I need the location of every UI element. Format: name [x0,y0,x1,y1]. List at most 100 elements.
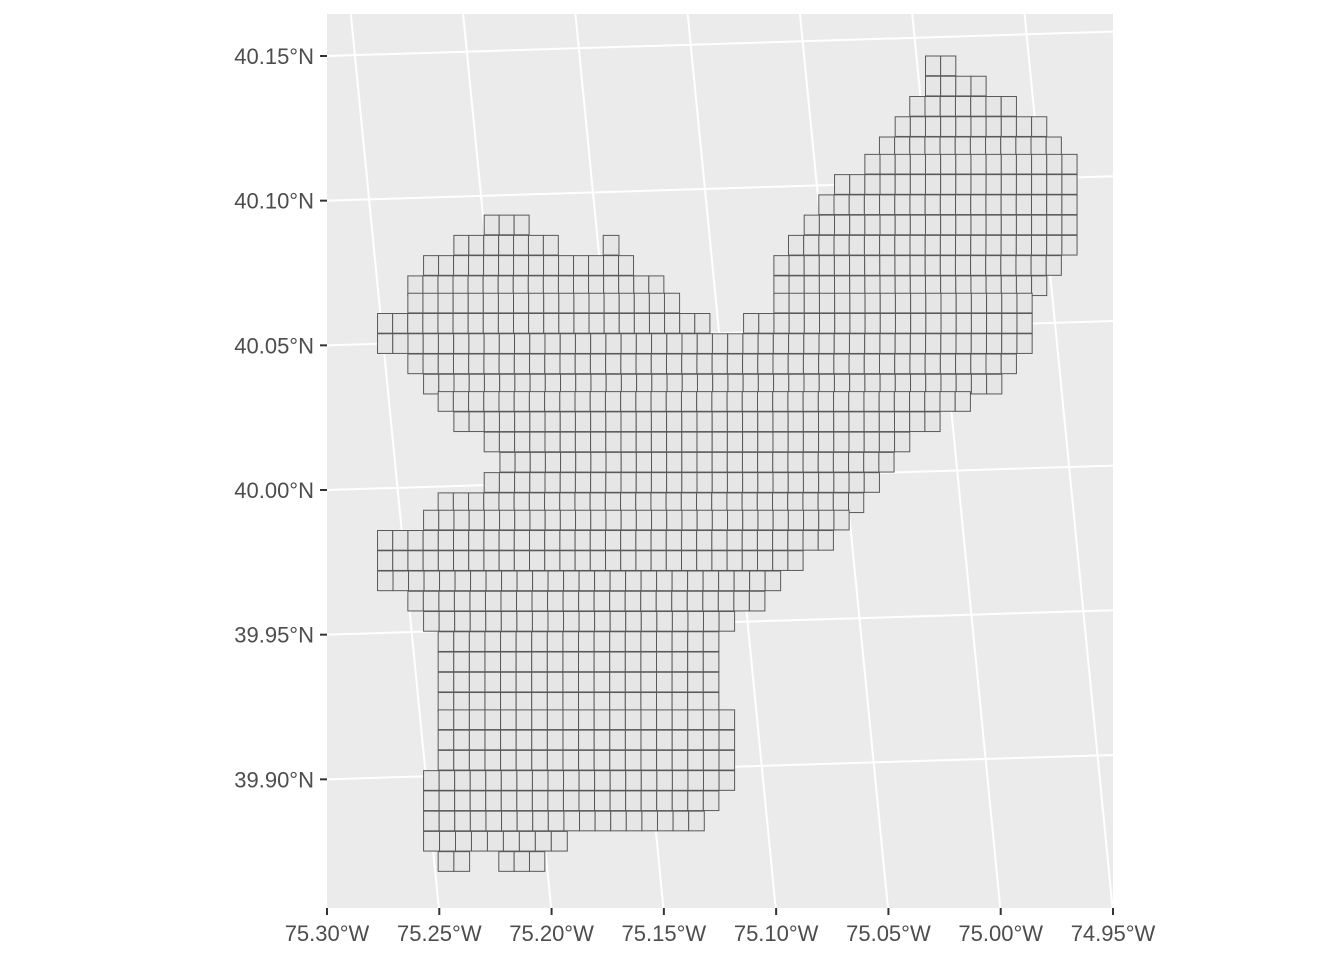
grid-cell [879,292,896,314]
grid-cell [423,255,440,276]
grid-cell [650,391,667,412]
grid-cell [909,411,926,433]
grid-cell [879,174,896,195]
grid-cell [924,55,942,77]
grid-cell [437,275,454,297]
grid-cell [772,431,789,453]
grid-cell [656,692,673,713]
grid-cell [468,391,485,412]
grid-cell [970,292,988,314]
grid-cell [594,770,611,791]
grid-cell [515,749,533,771]
grid-cell [802,472,820,493]
grid-cell [985,353,1002,375]
grid-cell [546,709,564,731]
grid-cell [679,313,696,334]
grid-cell [593,651,611,673]
grid-cell [594,570,611,592]
grid-cell [603,313,620,334]
grid-cell [711,431,728,453]
grid-cell [635,472,652,493]
grid-cell [423,830,441,852]
grid-cell [483,550,500,571]
grid-cell [687,631,704,652]
grid-cell [604,492,622,514]
parallel-line [326,30,1114,57]
grid-cell [605,431,622,453]
grid-cell [711,451,728,473]
grid-cell [955,234,972,256]
grid-cell [609,611,627,632]
grid-cell [818,214,836,236]
grid-cell [955,292,972,314]
grid-cell [609,790,627,812]
grid-cell [468,234,485,256]
grid-cell [546,671,564,693]
grid-cell [453,509,470,531]
grid-cell [788,373,805,395]
grid-cell [970,234,987,256]
grid-cell [452,292,469,314]
grid-cell [547,590,564,612]
grid-cell [483,391,500,412]
grid-cell [544,373,562,395]
grid-cell [894,116,911,137]
grid-cell [818,255,835,276]
grid-cell [469,770,487,791]
grid-cell [498,333,516,354]
grid-cell [588,255,605,276]
grid-cell [939,96,956,117]
grid-cell [818,509,835,531]
grid-cell [469,611,487,632]
grid-cell [529,411,546,433]
grid-cell [453,333,470,354]
grid-cell [680,530,698,551]
grid-cell [833,472,850,493]
grid-cell [528,313,545,334]
grid-cell [970,333,987,354]
grid-cell [605,373,622,395]
grid-cell [910,373,927,395]
grid-cell [1030,255,1047,276]
grid-cell [516,570,534,592]
grid-cell [909,153,926,175]
grid-cell [925,373,942,395]
grid-cell [467,313,484,334]
grid-cell [773,292,790,314]
grid-cell [864,275,881,297]
grid-cell [924,75,942,97]
grid-cell [924,353,941,375]
grid-cell [514,509,531,531]
grid-cell [696,530,713,551]
grid-cell [741,492,758,514]
grid-cell [803,292,820,314]
grid-cell [650,492,667,514]
grid-cell [547,570,565,592]
grid-cell [656,770,673,791]
grid-cell [687,729,704,751]
grid-cell [437,671,455,693]
grid-cell [757,411,774,433]
grid-cell [687,671,704,693]
grid-cell [970,116,987,137]
grid-cell [563,611,580,632]
grid-cell [940,313,957,334]
grid-cell [1061,234,1078,256]
grid-cell [609,709,626,731]
grid-cell [671,631,689,652]
grid-cell [671,651,689,673]
grid-cell [757,472,774,493]
grid-cell [1015,153,1033,175]
grid-cell [802,411,820,433]
grid-cell [547,770,565,791]
grid-cell [1015,255,1032,276]
grid-cell [656,729,673,751]
grid-cell [702,790,720,812]
grid-cell [894,174,911,195]
grid-cell [498,214,515,236]
grid-cell [702,651,720,673]
grid-cell [726,391,743,412]
grid-cell [940,75,957,97]
grid-cell [625,770,642,791]
grid-cell [671,671,689,693]
